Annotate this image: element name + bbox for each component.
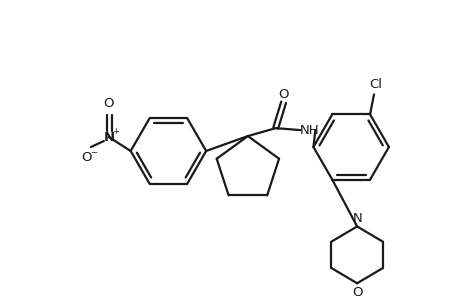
Text: −: − — [90, 148, 97, 158]
Text: Cl: Cl — [369, 78, 382, 91]
Text: +: + — [112, 127, 119, 136]
Text: O: O — [351, 286, 362, 299]
Text: O: O — [103, 97, 114, 110]
Text: N: N — [103, 130, 114, 144]
Text: N: N — [352, 212, 361, 225]
Text: O: O — [82, 152, 92, 164]
Text: NH: NH — [299, 124, 319, 136]
Text: O: O — [278, 88, 288, 101]
